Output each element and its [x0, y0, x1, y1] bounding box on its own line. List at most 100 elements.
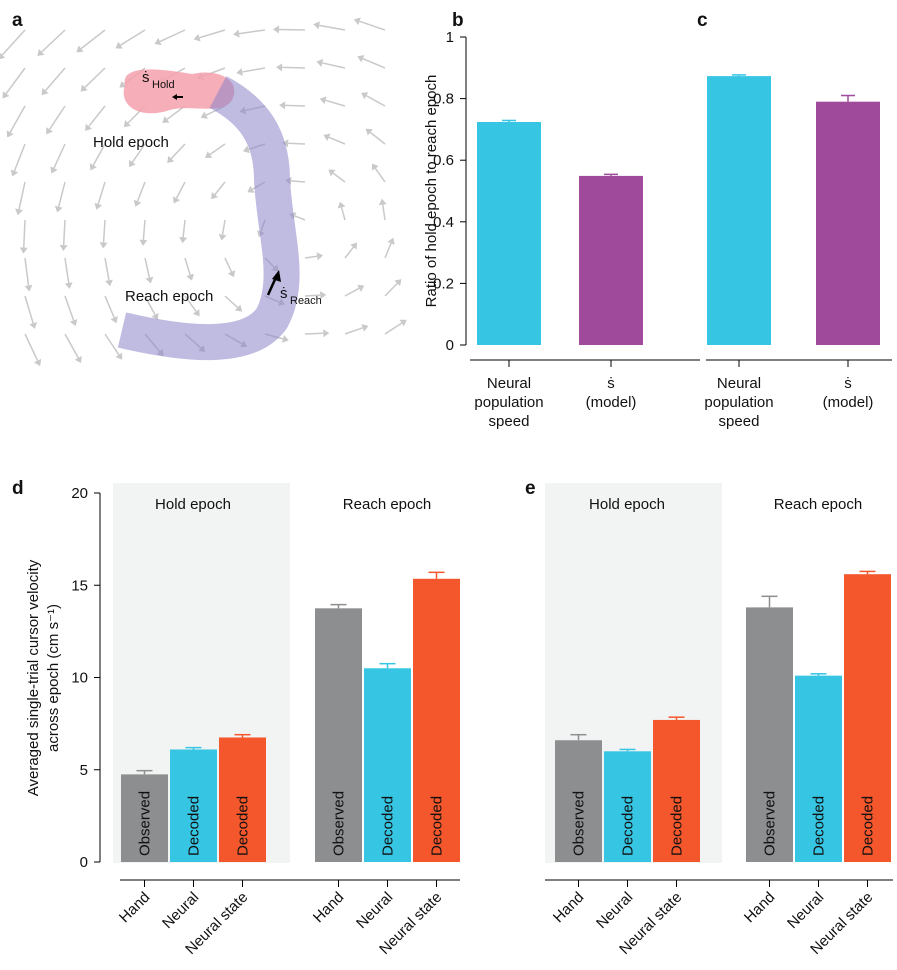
field-arrow: [382, 204, 386, 221]
field-arrow: [304, 332, 324, 335]
field-arrow: [285, 104, 306, 107]
field-arrow-head: [316, 59, 324, 67]
field-arrow-head: [282, 139, 289, 148]
field-arrow: [84, 67, 106, 88]
region-label: Hold epoch: [93, 134, 169, 151]
field-arrow-head: [19, 247, 28, 254]
y-tick-label: 0.8: [433, 91, 454, 108]
field-arrow-head: [316, 252, 324, 261]
bar: [579, 175, 643, 345]
x-tick-label: Neural: [353, 889, 396, 932]
field-arrow-head: [378, 198, 387, 206]
bar: [555, 740, 602, 862]
y-axis-label: Ratio of hold epoch to reach epoch: [423, 75, 440, 308]
bar-label: Observed: [137, 791, 154, 856]
field-arrow-head: [273, 25, 280, 34]
field-arrow: [5, 67, 26, 95]
field-arrow: [41, 29, 66, 53]
field-arrow: [144, 257, 151, 278]
bar: [844, 574, 891, 862]
bar: [219, 737, 266, 862]
x-tick-label: ṡ (model): [585, 375, 637, 411]
field-arrow-head: [233, 29, 240, 38]
field-arrow-head: [236, 68, 243, 76]
field-arrow-head: [69, 319, 78, 327]
field-arrow-head: [115, 352, 123, 360]
field-arrow-head: [6, 130, 14, 138]
field-arrow-head: [172, 196, 181, 204]
field-arrow: [278, 28, 306, 31]
y-tick-label: 0: [80, 854, 88, 871]
field-arrow: [64, 333, 79, 359]
field-arrow: [199, 29, 226, 39]
field-arrow-head: [353, 17, 361, 26]
field-arrow-head: [337, 201, 346, 209]
field-arrow-head: [399, 319, 407, 327]
field-arrow-head: [59, 244, 68, 252]
rate-symbol: ṡ: [142, 69, 150, 86]
field-arrow-head: [323, 133, 331, 141]
y-tick-label: 15: [71, 577, 88, 594]
field-arrow-head: [0, 52, 6, 59]
field-arrow: [322, 62, 346, 69]
field-arrow: [120, 29, 146, 46]
bar-label: Decoded: [235, 796, 252, 856]
field-arrow: [325, 99, 346, 107]
field-arrow-head: [85, 123, 92, 132]
field-arrow-head: [365, 128, 373, 136]
x-tick-label: Neural population speed: [704, 375, 774, 430]
field-arrow-head: [50, 166, 58, 174]
field-arrow: [97, 181, 106, 205]
field-arrow: [142, 219, 146, 240]
field-arrow: [282, 66, 306, 69]
field-arrow-head: [105, 279, 113, 287]
field-arrow: [209, 143, 226, 156]
field-arrow-head: [94, 202, 103, 210]
field-arrow-head: [357, 55, 365, 63]
bar-label: Decoded: [380, 796, 397, 856]
field-arrow: [304, 294, 321, 297]
field-arrow: [104, 257, 110, 281]
x-tick-label: Neural: [784, 889, 827, 932]
field-arrow: [344, 287, 360, 297]
field-arrow: [291, 180, 306, 183]
y-tick-label: 10: [71, 670, 88, 687]
bar-label: Decoded: [620, 796, 637, 856]
field-arrow: [294, 215, 306, 221]
field-arrow: [18, 181, 26, 210]
field-arrow-head: [24, 285, 33, 292]
bar-label: Decoded: [669, 796, 686, 856]
field-arrow-head: [279, 101, 286, 110]
field-arrow-head: [154, 37, 162, 46]
field-arrow-head: [371, 163, 379, 171]
y-tick-label: 20: [71, 485, 88, 502]
field-arrow: [359, 20, 386, 31]
bar: [477, 122, 541, 346]
field-arrow: [104, 295, 115, 318]
field-arrow-head: [276, 63, 283, 72]
x-tick-label: Neural: [593, 889, 636, 932]
field-arrow-head: [15, 208, 23, 216]
field-arrow-head: [234, 304, 243, 312]
field-arrow-head: [211, 192, 219, 200]
field-arrow-head: [139, 239, 148, 246]
field-arrow-head: [179, 236, 188, 244]
field-arrow: [224, 295, 239, 309]
field-arrow: [365, 95, 386, 107]
bar-label: Observed: [762, 791, 779, 856]
bar-label: Decoded: [860, 796, 877, 856]
field-arrow: [214, 181, 226, 196]
field-arrow: [159, 29, 186, 43]
bar-label: Observed: [331, 791, 348, 856]
bar: [816, 101, 880, 346]
field-arrow-head: [319, 96, 327, 105]
field-arrow-head: [313, 21, 320, 30]
field-arrow: [170, 143, 186, 160]
field-arrow-head: [29, 322, 37, 329]
y-tick-label: 1: [446, 29, 454, 46]
field-arrow: [344, 246, 354, 259]
field-arrow-head: [89, 163, 97, 171]
field-arrow-head: [2, 91, 10, 99]
field-arrow-head: [192, 309, 200, 317]
